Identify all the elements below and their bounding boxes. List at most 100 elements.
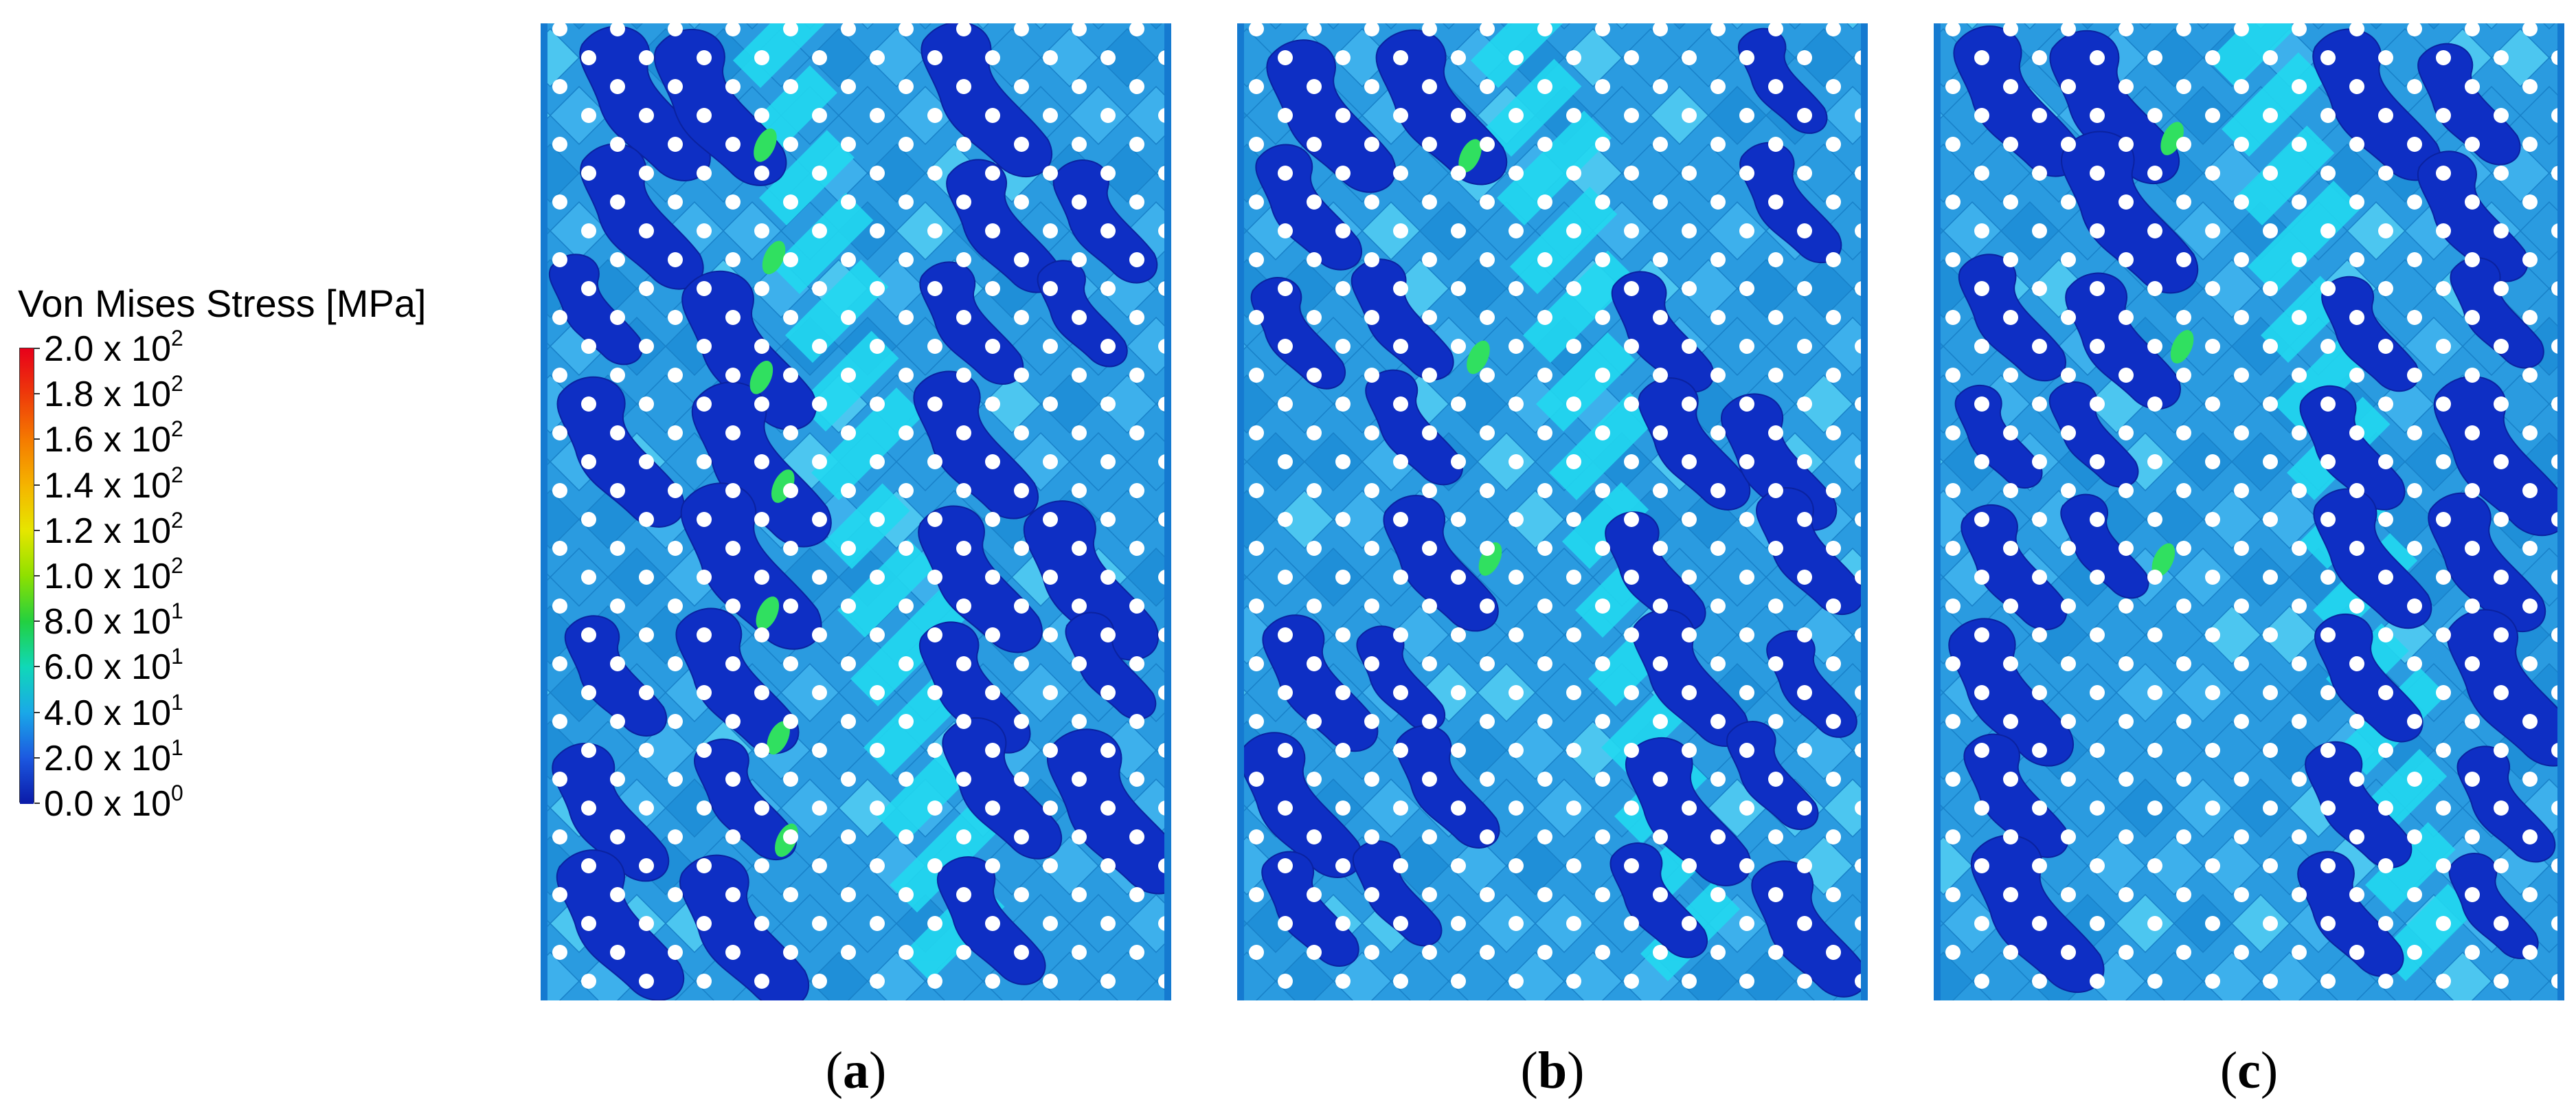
strain-patch: [1562, 482, 1649, 569]
facet: [2519, 547, 2564, 607]
node-hole: [1422, 79, 1437, 94]
node-hole: [841, 368, 856, 383]
node-hole: [2205, 512, 2220, 527]
node-hole: [1653, 541, 1668, 556]
node-hole: [2407, 21, 2422, 36]
node-hole: [1595, 137, 1610, 152]
node-hole: [1278, 570, 1293, 585]
node-hole: [2061, 483, 2076, 498]
node-hole: [2292, 194, 2307, 210]
node-hole: [1335, 281, 1351, 296]
node-hole: [2494, 223, 2509, 238]
node-hole: [2234, 656, 2249, 671]
node-hole: [1768, 194, 1783, 210]
node-hole: [2003, 252, 2018, 267]
node-hole: [2205, 743, 2220, 758]
node-hole: [2119, 368, 2134, 383]
node-hole: [2090, 50, 2105, 65]
node-hole: [697, 685, 712, 700]
node-hole: [1945, 252, 1961, 267]
node-hole: [1739, 570, 1754, 585]
node-hole: [1480, 772, 1495, 787]
low-stress-region: [694, 738, 797, 861]
node-hole: [2349, 425, 2364, 440]
node-hole: [2522, 79, 2538, 94]
node-hole: [2061, 310, 2076, 325]
node-hole: [1072, 887, 1087, 902]
node-hole: [1653, 425, 1668, 440]
node-hole: [2349, 21, 2364, 36]
low-stress-region: [1261, 851, 1359, 967]
node-hole: [1335, 339, 1351, 354]
node-hole: [639, 454, 654, 469]
node-hole: [754, 281, 769, 296]
node-hole: [1422, 714, 1437, 729]
node-hole: [1826, 21, 1841, 36]
facet: [1534, 547, 1594, 607]
node-hole: [639, 800, 654, 816]
low-stress-region: [2065, 272, 2181, 410]
node-hole: [870, 396, 885, 412]
node-hole: [1043, 454, 1058, 469]
node-hole: [754, 570, 769, 585]
node-hole: [2032, 454, 2047, 469]
node-hole: [2292, 137, 2307, 152]
node-hole: [1100, 223, 1116, 238]
node-hole: [783, 541, 798, 556]
node-hole: [2234, 21, 2249, 36]
node-hole: [1624, 570, 1639, 585]
node-hole: [1480, 425, 1495, 440]
node-hole: [1072, 252, 1087, 267]
node-hole: [2032, 858, 2047, 873]
node-hole: [1072, 714, 1087, 729]
node-hole: [697, 166, 712, 181]
node-hole: [1974, 685, 1989, 700]
node-hole: [1393, 50, 1408, 65]
node-hole: [2292, 368, 2307, 383]
node-hole: [985, 454, 1000, 469]
facet: [809, 27, 869, 88]
facet: [1390, 605, 1450, 665]
node-hole: [2090, 339, 2105, 354]
node-hole: [668, 656, 683, 671]
facet: [541, 489, 580, 550]
facet: [1971, 951, 2031, 1005]
node-hole: [2119, 598, 2134, 614]
node-hole: [1278, 223, 1293, 238]
node-hole: [668, 425, 683, 440]
node-hole: [2176, 368, 2191, 383]
node-hole: [812, 339, 827, 354]
node-hole: [1129, 21, 1144, 36]
node-hole: [1595, 252, 1610, 267]
node-hole: [1100, 916, 1116, 931]
node-hole: [639, 627, 654, 642]
node-hole: [697, 858, 712, 873]
node-hole: [1307, 772, 1322, 787]
node-hole: [2119, 656, 2134, 671]
node-hole: [956, 483, 971, 498]
node-hole: [1451, 974, 1466, 989]
node-hole: [1249, 887, 1264, 902]
node-hole: [1364, 483, 1379, 498]
colorbar-tick-label: 4.0 x 101: [44, 689, 183, 733]
node-hole: [1710, 194, 1726, 210]
node-hole: [1249, 425, 1264, 440]
facet: [2173, 85, 2233, 146]
facet: [2490, 27, 2551, 88]
node-hole: [2032, 223, 2047, 238]
node-hole: [2320, 50, 2336, 65]
node-hole: [697, 627, 712, 642]
node-hole: [668, 310, 683, 325]
node-hole: [2090, 858, 2105, 873]
node-hole: [2090, 570, 2105, 585]
facet: [2490, 951, 2551, 1005]
node-hole: [2436, 50, 2451, 65]
node-hole: [1100, 858, 1116, 873]
node-hole: [1595, 310, 1610, 325]
node-hole: [1307, 887, 1322, 902]
node-hole: [2522, 598, 2538, 614]
node-hole: [1974, 281, 1989, 296]
node-hole: [2032, 396, 2047, 412]
node-hole: [1480, 310, 1495, 325]
facet: [2202, 489, 2262, 550]
